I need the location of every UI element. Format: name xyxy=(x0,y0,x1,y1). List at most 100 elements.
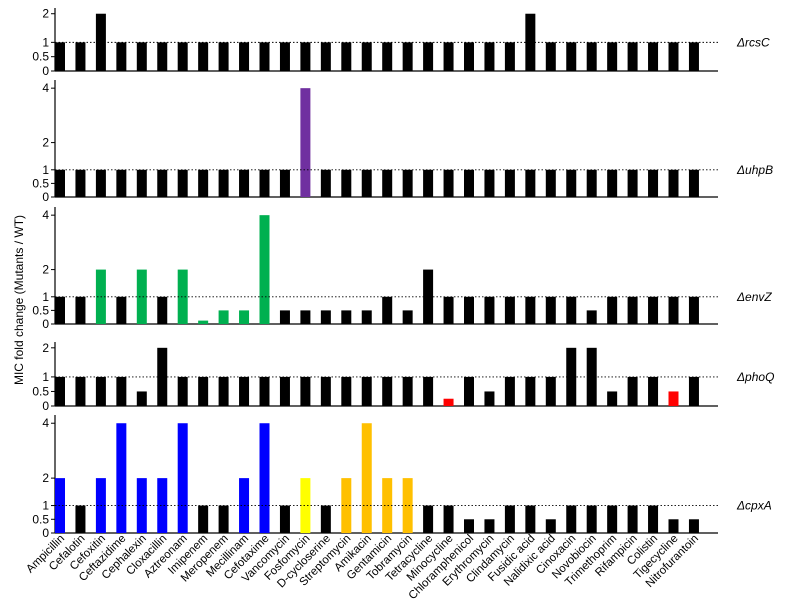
bar-fusidic-acid xyxy=(525,296,536,324)
bar-rifampicin xyxy=(627,376,638,406)
bar-cloxacillin xyxy=(157,478,168,533)
y-tick-label: 0 xyxy=(42,526,49,540)
bar-cefotaxime xyxy=(259,376,270,406)
bar-ceftazidime xyxy=(116,296,127,324)
bar-meropenem xyxy=(218,42,229,71)
bar-nitrofurantoin xyxy=(688,376,699,406)
bar-chloramphenicol xyxy=(464,42,474,71)
bar-chloramphenicol xyxy=(464,296,474,324)
bar-tetracycline xyxy=(423,376,434,406)
bar-tetracycline xyxy=(423,169,434,197)
y-tick-label: 0.5 xyxy=(32,50,49,64)
bar-ampicillin xyxy=(55,169,65,197)
bar-cloxacillin xyxy=(157,347,168,406)
bar-ampicillin xyxy=(55,42,65,71)
bar-clindamycin xyxy=(504,42,515,71)
bar-tigecycline xyxy=(668,296,679,324)
bar-gentamicin xyxy=(382,376,393,406)
y-tick-label: 0 xyxy=(42,190,49,204)
y-tick-label: 2 xyxy=(42,263,49,277)
panel-label: ΔcpxA xyxy=(736,499,772,513)
bar-amikacin xyxy=(361,310,372,324)
y-tick-label: 1 xyxy=(42,370,49,384)
bar-d-cycloserine xyxy=(320,169,331,197)
bar-nalidixic-acid xyxy=(545,169,556,197)
bar-meropenem xyxy=(218,169,229,197)
bar-aztreonam xyxy=(177,269,188,324)
bar-fusidic-acid xyxy=(525,13,536,72)
bar-rifampicin xyxy=(627,169,638,197)
bar-cefoxitin xyxy=(95,169,106,197)
bar-novobiocin xyxy=(586,505,597,533)
bar-cefalotin xyxy=(75,505,86,533)
bar-cinoxacin xyxy=(566,347,577,406)
bar-nitrofurantoin xyxy=(688,519,699,533)
bar-cinoxacin xyxy=(566,42,577,71)
bar-cefotaxime xyxy=(259,42,270,71)
bar-chloramphenicol xyxy=(464,519,474,533)
bar-tigecycline xyxy=(668,169,679,197)
y-axis-label: MIC fold change (Mutants / WT) xyxy=(12,215,26,385)
bar-nalidixic-acid xyxy=(545,296,556,324)
panel-label: ΔphoQ xyxy=(736,370,774,384)
bar-cinoxacin xyxy=(566,296,577,324)
bar-aztreonam xyxy=(177,376,188,406)
bar-cinoxacin xyxy=(566,169,577,197)
bar-erythromycin xyxy=(484,296,495,324)
bar-d-cycloserine xyxy=(320,505,331,533)
bar-tetracycline xyxy=(423,42,434,71)
bar-cloxacillin xyxy=(157,296,168,324)
bar-cephalexin xyxy=(136,42,147,71)
bar-trimethoprim xyxy=(607,169,618,197)
bar-gentamicin xyxy=(382,478,393,533)
bar-tobramycin xyxy=(402,42,413,71)
bar-streptomycin xyxy=(341,169,352,197)
bar-cefalotin xyxy=(75,169,86,197)
bar-tobramycin xyxy=(402,310,413,324)
bar-fosfomycin xyxy=(300,42,311,71)
bar-erythromycin xyxy=(484,391,495,406)
bar-mecillinam xyxy=(239,376,250,406)
y-tick-label: 2 xyxy=(42,7,49,21)
bar-cefoxitin xyxy=(95,376,106,406)
bar-imipenem xyxy=(198,376,209,406)
bar-tobramycin xyxy=(402,478,413,533)
bar-erythromycin xyxy=(484,42,495,71)
bar-clindamycin xyxy=(504,505,515,533)
bar-ceftazidime xyxy=(116,376,127,406)
bar-nitrofurantoin xyxy=(688,42,699,71)
y-tick-label: 0.5 xyxy=(32,384,49,398)
bar-colistin xyxy=(648,376,659,406)
bar-clindamycin xyxy=(504,296,515,324)
bar-ceftazidime xyxy=(116,169,127,197)
x-axis-labels: AmpicillinCefalotinCefoxitinCeftazidimeC… xyxy=(24,533,701,599)
y-tick-label: 1 xyxy=(42,499,49,513)
y-tick-label: 0.5 xyxy=(32,176,49,190)
bar-rifampicin xyxy=(627,505,638,533)
bar-clindamycin xyxy=(504,376,515,406)
bar-erythromycin xyxy=(484,169,495,197)
bar-minocycline xyxy=(443,42,454,71)
bar-ampicillin xyxy=(55,376,65,406)
bar-imipenem xyxy=(198,42,209,71)
bar-chloramphenicol xyxy=(464,169,474,197)
bar-vancomycin xyxy=(279,505,290,533)
bar-erythromycin xyxy=(484,519,495,533)
bar-ceftazidime xyxy=(116,42,127,71)
bar-vancomycin xyxy=(279,169,290,197)
bar-aztreonam xyxy=(177,169,188,197)
bar-cephalexin xyxy=(136,169,147,197)
bar-colistin xyxy=(648,296,659,324)
bar-fosfomycin xyxy=(300,310,311,324)
panel-label: ΔrcsC xyxy=(736,35,770,49)
bar-cefotaxime xyxy=(259,169,270,197)
bar-nalidixic-acid xyxy=(545,519,556,533)
bar-imipenem xyxy=(198,169,209,197)
bar-trimethoprim xyxy=(607,391,618,406)
bar-clindamycin xyxy=(504,169,515,197)
y-tick-label: 0.5 xyxy=(32,512,49,526)
bar-rifampicin xyxy=(627,296,638,324)
bar-tigecycline xyxy=(668,42,679,71)
bar-tobramycin xyxy=(402,376,413,406)
